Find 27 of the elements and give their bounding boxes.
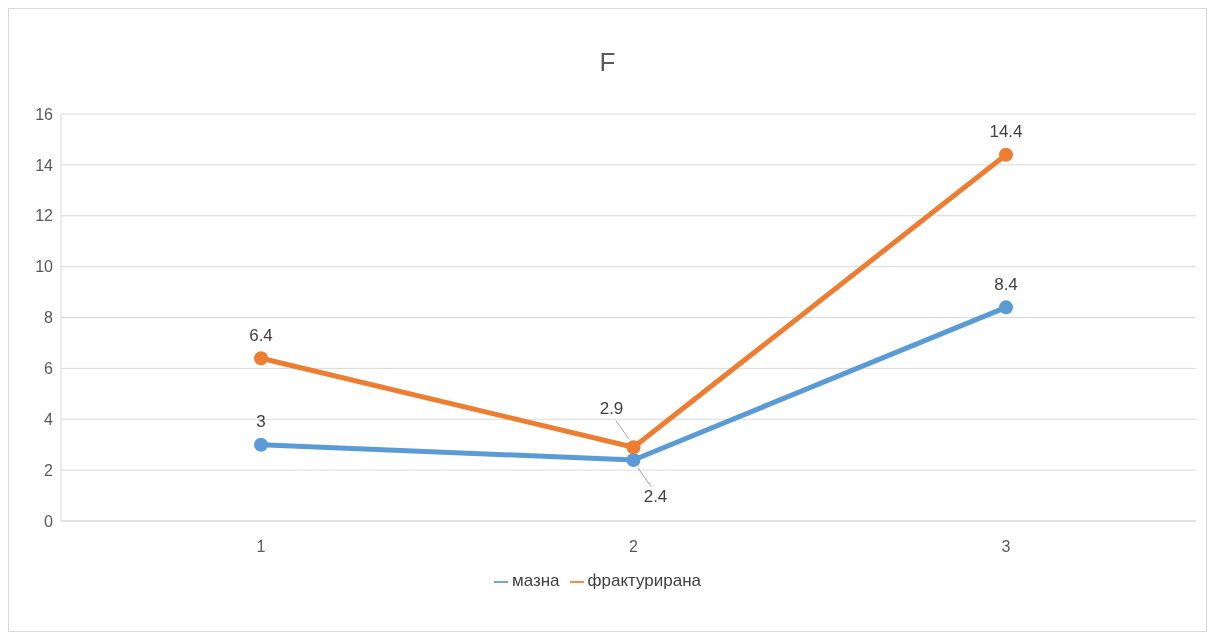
data-label: 2.9 xyxy=(599,398,624,418)
y-tick-label: 10 xyxy=(35,258,54,276)
chart-title: F xyxy=(598,47,617,78)
y-tick-label: 4 xyxy=(44,410,54,428)
y-tick-label: 6 xyxy=(44,360,54,378)
y-tick-label: 8 xyxy=(44,309,54,327)
point xyxy=(626,440,641,455)
data-label: 14.4 xyxy=(989,122,1023,142)
data-label: 2.4 xyxy=(643,487,668,507)
legend-label: мазна xyxy=(511,571,560,590)
data-label: 3 xyxy=(256,412,266,432)
x-tick-label: 2 xyxy=(629,538,639,556)
data-label: 8.4 xyxy=(994,274,1018,294)
x-tick-label: 3 xyxy=(1001,538,1011,556)
point xyxy=(999,147,1013,162)
y-tick-label: 16 xyxy=(35,105,54,123)
point xyxy=(626,452,641,467)
point xyxy=(999,300,1013,315)
data-label: 6.4 xyxy=(249,325,273,345)
y-tick-label: 14 xyxy=(35,156,54,174)
y-tick-label: 12 xyxy=(35,207,54,225)
legend-label: фрактурирана xyxy=(587,571,702,590)
point xyxy=(254,351,268,366)
x-tick-label: 1 xyxy=(256,538,266,556)
point xyxy=(254,437,268,452)
y-tick-label: 0 xyxy=(44,512,54,530)
y-tick-label: 2 xyxy=(44,461,54,479)
